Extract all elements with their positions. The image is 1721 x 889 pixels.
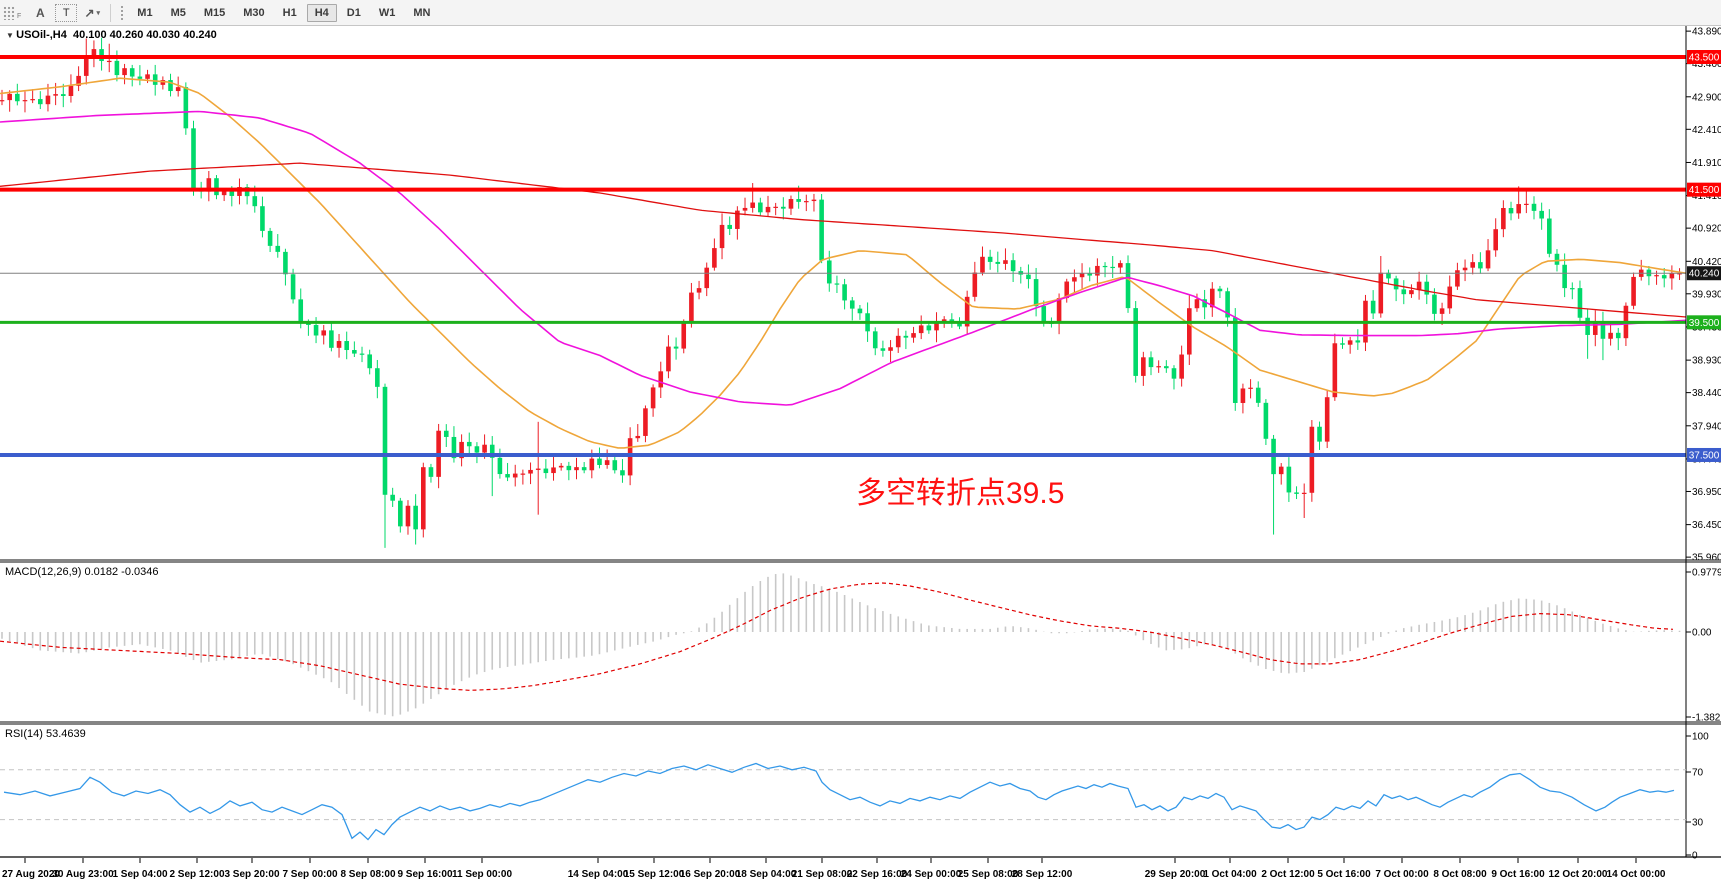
toolbar-grip-label: F [17,13,22,20]
svg-text:40.420: 40.420 [1692,257,1721,268]
svg-text:30 Aug 23:00: 30 Aug 23:00 [52,869,114,880]
timeframe-grip-icon[interactable] [120,4,125,21]
timeframe-button-h1[interactable]: H1 [282,6,297,19]
svg-text:12 Oct 20:00: 12 Oct 20:00 [1549,869,1608,880]
chart-text-annotation[interactable]: 多空转折点39.5 [856,477,1065,510]
ma-slow-red [0,162,1687,318]
symbol-quote-text: USOil-,H4 40.100 40.260 40.030 40.240 [16,29,217,41]
svg-text:8 Sep 08:00: 8 Sep 08:00 [340,869,395,880]
svg-text:9 Oct 16:00: 9 Oct 16:00 [1491,869,1545,880]
svg-text:25 Sep 08:00: 25 Sep 08:00 [958,869,1019,880]
svg-text:40.240: 40.240 [1689,269,1720,280]
svg-text:37.940: 37.940 [1692,421,1721,432]
svg-text:8 Oct 08:00: 8 Oct 08:00 [1433,869,1487,880]
timeframe-button-m5[interactable]: M5 [170,6,186,19]
svg-text:100: 100 [1692,732,1709,743]
svg-text:3 Sep 20:00: 3 Sep 20:00 [224,869,279,880]
toolbar: F A T ↗ ▾ M1 M5 M15 M30 H1 H4 D1 W1 MN [0,0,1721,26]
svg-text:21 Sep 08:00: 21 Sep 08:00 [792,869,853,880]
arrow-icon: ↗ [84,5,95,20]
svg-text:70: 70 [1692,768,1704,779]
svg-text:43.500: 43.500 [1689,53,1720,64]
svg-text:24 Sep 00:00: 24 Sep 00:00 [901,869,962,880]
svg-text:-1.382: -1.382 [1692,713,1721,724]
ma-mid-magenta [0,110,1687,406]
candles [0,37,1682,548]
svg-text:38.440: 38.440 [1692,388,1721,399]
svg-text:1 Sep 04:00: 1 Sep 04:00 [112,869,167,880]
svg-text:22 Sep 16:00: 22 Sep 16:00 [847,869,908,880]
svg-text:36.950: 36.950 [1692,487,1721,498]
svg-text:18 Sep 04:00: 18 Sep 04:00 [736,869,797,880]
svg-text:15 Sep 12:00: 15 Sep 12:00 [624,869,685,880]
toolbar-grip-icon[interactable] [3,5,15,20]
macd-indicator-label: MACD(12,26,9) 0.0182 -0.0346 [5,566,159,578]
annotations-button[interactable]: A [35,5,45,20]
svg-text:42.410: 42.410 [1692,125,1721,136]
svg-text:43.400: 43.400 [1692,59,1721,70]
svg-text:39.930: 39.930 [1692,289,1721,300]
macd-signal-line [0,582,1674,691]
svg-text:36.450: 36.450 [1692,520,1721,531]
symbol-dropdown-icon[interactable]: ▼ [6,31,17,40]
svg-text:0.00: 0.00 [1692,628,1712,639]
svg-text:0.9779: 0.9779 [1692,568,1721,579]
svg-text:30: 30 [1692,818,1704,829]
svg-text:38.930: 38.930 [1692,356,1721,367]
rsi-pane: 100 70 30 0 [0,732,1709,862]
svg-text:1 Oct 04:00: 1 Oct 04:00 [1203,869,1257,880]
svg-text:37.500: 37.500 [1689,450,1720,461]
svg-text:29 Sep 20:00: 29 Sep 20:00 [1145,869,1206,880]
svg-text:16 Sep 20:00: 16 Sep 20:00 [680,869,741,880]
svg-text:35.960: 35.960 [1692,553,1721,564]
svg-text:28 Sep 12:00: 28 Sep 12:00 [1012,869,1073,880]
svg-text:11 Sep 00:00: 11 Sep 00:00 [452,869,512,880]
chevron-down-icon: ▾ [96,9,101,17]
svg-text:27 Aug 2020: 27 Aug 2020 [2,869,60,880]
svg-text:14 Sep 04:00: 14 Sep 04:00 [568,869,629,880]
timeframe-group: M1 M5 M15 M30 H1 H4 D1 W1 MN [128,3,439,22]
svg-text:0: 0 [1692,851,1698,862]
svg-text:40.920: 40.920 [1692,224,1721,235]
timeframe-button-h4[interactable]: H4 [306,3,337,22]
arrow-tools-button[interactable]: ↗ ▾ [81,2,103,23]
svg-text:2 Oct 12:00: 2 Oct 12:00 [1261,869,1315,880]
svg-text:14 Oct 00:00: 14 Oct 00:00 [1607,869,1666,880]
svg-text:7 Sep 00:00: 7 Sep 00:00 [282,869,337,880]
svg-text:2 Sep 12:00: 2 Sep 12:00 [169,869,224,880]
svg-text:5 Oct 16:00: 5 Oct 16:00 [1317,869,1371,880]
svg-text:9 Sep 16:00: 9 Sep 16:00 [397,869,452,880]
timeframe-button-w1[interactable]: W1 [378,6,396,19]
rsi-line [3,762,1675,841]
timeframe-button-d1[interactable]: D1 [346,6,361,19]
chart-title[interactable]: ▼ USOil-,H4 40.100 40.260 40.030 40.240 [6,29,217,41]
rsi-indicator-label: RSI(14) 53.4639 [5,728,86,740]
svg-text:7 Oct 00:00: 7 Oct 00:00 [1375,869,1429,880]
svg-text:43.890: 43.890 [1692,27,1721,38]
svg-text:41.910: 41.910 [1692,158,1721,169]
timeframe-button-mn[interactable]: MN [413,6,431,19]
macd-pane: 0.9779 0.00 -1.382 [0,568,1721,724]
svg-text:39.500: 39.500 [1689,318,1720,329]
timeframe-button-m1[interactable]: M1 [137,6,153,19]
timeframe-button-m30[interactable]: M30 [243,6,265,19]
svg-text:41.500: 41.500 [1689,185,1720,196]
timeframe-button-m15[interactable]: M15 [203,6,226,19]
toolbar-separator [110,3,112,22]
text-label-button[interactable]: T [55,3,78,22]
svg-text:42.900: 42.900 [1692,92,1721,103]
